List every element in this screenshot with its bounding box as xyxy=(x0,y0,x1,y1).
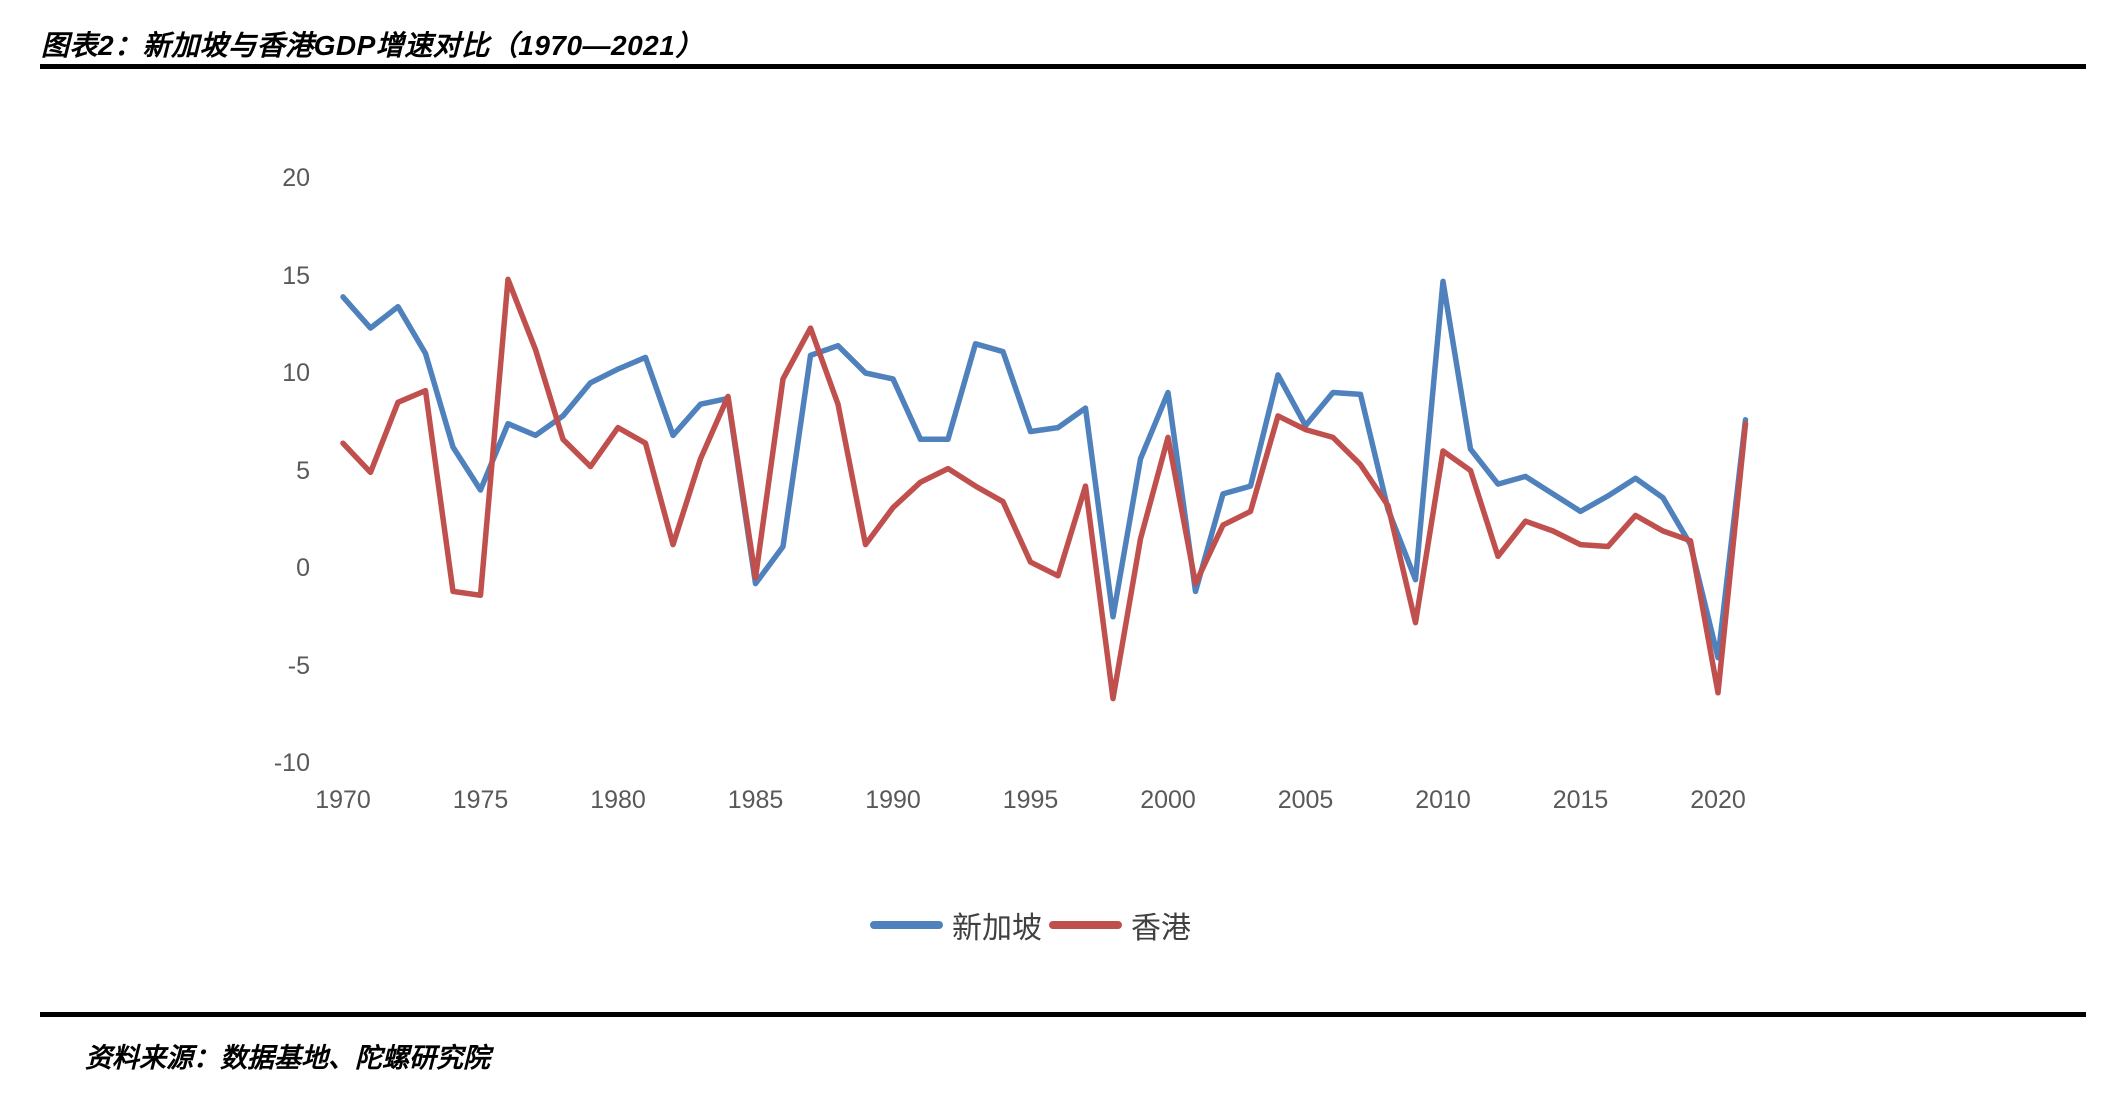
y-axis-tick-label: 15 xyxy=(282,261,310,290)
series-line-singapore xyxy=(340,278,1749,661)
x-axis-tick-label: 1980 xyxy=(590,786,646,814)
x-axis-tick-label: 1970 xyxy=(315,786,371,814)
y-axis-tick-label: 20 xyxy=(282,164,310,192)
legend-label-hongkong: 香港 xyxy=(1131,912,1191,945)
legend: 新加坡 香港 xyxy=(0,903,2096,947)
y-axis-tick-label: -5 xyxy=(287,651,310,680)
x-axis-tick-label: 2000 xyxy=(1140,786,1196,814)
x-axis-tick-label: 2020 xyxy=(1690,786,1746,814)
legend-item-hongkong: 香港 xyxy=(1049,903,1198,947)
legend-label-singapore: 新加坡 xyxy=(952,912,1042,945)
title-rule xyxy=(40,64,2086,69)
y-axis-tick-label: 5 xyxy=(296,456,310,485)
x-axis-tick-label: 2015 xyxy=(1552,786,1609,814)
x-axis-tick-label: 2010 xyxy=(1415,786,1471,814)
x-axis-tick-label: 2005 xyxy=(1277,786,1334,814)
series-line-hongkong xyxy=(340,276,1749,702)
x-axis-tick-label: 1990 xyxy=(865,786,921,814)
page-title: 图表2：新加坡与香港GDP增速对比（1970—2021） xyxy=(41,30,704,61)
y-axis-tick-label: -10 xyxy=(273,749,310,777)
y-axis-tick-label: 10 xyxy=(282,359,310,387)
x-axis-tick-label: 1985 xyxy=(727,786,784,814)
x-axis-tick-label: 1975 xyxy=(452,786,509,814)
x-axis-tick-label: 1995 xyxy=(1002,786,1059,814)
hongkong-line-swatch xyxy=(1049,921,1122,929)
y-axis-tick-label: 0 xyxy=(296,554,310,582)
legend-item-singapore: 新加坡 xyxy=(870,903,1049,947)
source-text: 资料来源：数据基地、陀螺研究院 xyxy=(85,1043,490,1073)
source-rule xyxy=(40,1012,2086,1017)
singapore-line-swatch xyxy=(870,921,943,929)
